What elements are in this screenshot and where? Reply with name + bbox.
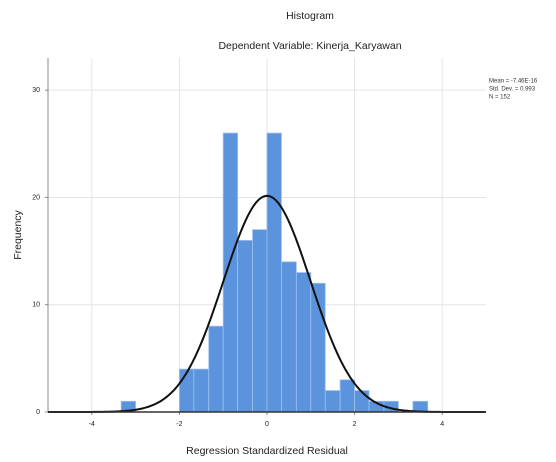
bar <box>296 273 310 412</box>
bar <box>325 391 340 412</box>
y-axis-title: Frequency <box>12 209 24 259</box>
y-tick-label: 0 <box>36 409 40 416</box>
x-tick-label: 0 <box>265 421 269 428</box>
bar <box>238 240 253 412</box>
stat-n: N = 152 <box>489 95 511 101</box>
x-tick-label: -2 <box>176 421 182 428</box>
y-tick-label: 30 <box>32 87 40 94</box>
x-axis-title: Regression Standardized Residual <box>186 445 348 457</box>
bar <box>209 326 223 412</box>
bar <box>281 262 296 412</box>
chart: Histogram Dependent Variable: Kinerja_Ka… <box>0 0 556 462</box>
x-tick-label: 4 <box>440 421 444 428</box>
y-tick-label: 20 <box>32 194 40 201</box>
bar <box>179 369 193 412</box>
y-tick-label: 10 <box>32 302 40 309</box>
chart-title: Histogram <box>286 10 334 22</box>
bar <box>355 391 369 412</box>
chart-subtitle: Dependent Variable: Kinerja_Karyawan <box>218 40 401 52</box>
stat-mean: Mean = -7.46E-16 <box>489 79 538 85</box>
bar <box>194 369 209 412</box>
bar <box>340 380 354 412</box>
bar <box>253 230 267 412</box>
x-tick-label: 2 <box>353 421 357 428</box>
bar <box>267 133 281 412</box>
stat-std-dev: Std. Dev. = 0.993 <box>489 87 536 93</box>
x-tick-label: -4 <box>89 421 95 428</box>
